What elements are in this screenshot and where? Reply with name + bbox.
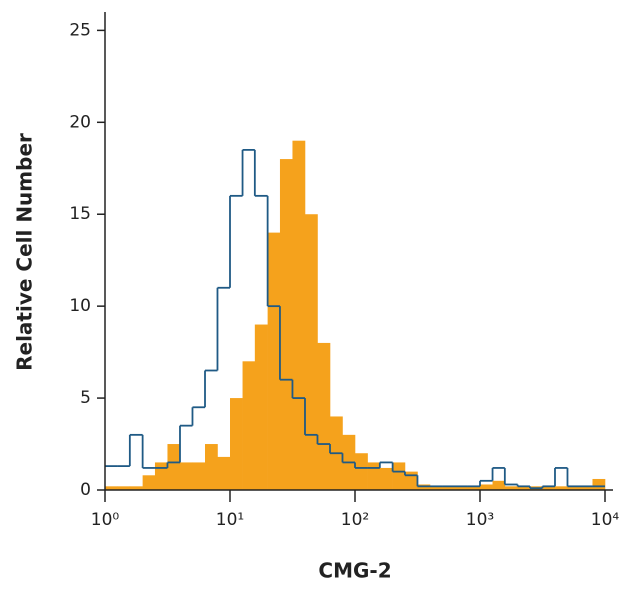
histogram-bar (554, 486, 568, 490)
histogram-bar (429, 486, 443, 490)
histogram-bar (279, 159, 293, 491)
histogram-bar (142, 475, 156, 490)
histogram-bar (167, 444, 181, 490)
y-tick-label: 0 (80, 480, 91, 500)
histogram-bar (179, 462, 193, 490)
x-axis-title: CMG-2 (318, 559, 391, 583)
histogram-bar (367, 462, 381, 490)
histogram-bar (504, 486, 518, 490)
histogram-bar (292, 140, 306, 490)
histogram-bar (254, 324, 268, 490)
histogram-bar (230, 398, 243, 490)
histogram-bar (217, 456, 231, 490)
histogram-bar (442, 486, 456, 490)
histogram-bar (304, 214, 318, 490)
histogram-bar (317, 342, 331, 490)
histogram-bar (267, 232, 281, 490)
histogram-bar (480, 484, 493, 490)
x-tick-label: 10³ (466, 510, 494, 530)
histogram-bar (129, 486, 143, 490)
histogram-bar (492, 480, 506, 490)
x-tick-label: 10¹ (216, 510, 244, 530)
histogram-bar (580, 486, 593, 490)
histogram-bar (542, 486, 556, 490)
histogram-bar (517, 486, 531, 490)
y-tick-label: 25 (69, 20, 91, 40)
histogram-bar (205, 444, 218, 490)
histogram-bar (592, 478, 606, 490)
histogram-bar (455, 486, 468, 490)
histogram-bar (417, 484, 431, 490)
x-tick-label: 10⁰ (91, 510, 120, 530)
histogram-bar (154, 462, 168, 490)
histogram-bar (379, 467, 393, 490)
y-tick-label: 10 (69, 296, 91, 316)
y-tick-label: 20 (69, 112, 91, 132)
y-tick-label: 5 (80, 388, 91, 408)
histogram-bar (467, 486, 481, 490)
histogram-bar (105, 486, 118, 490)
histogram-bar (117, 486, 131, 490)
histogram-bar (355, 453, 368, 490)
histogram-bar (192, 462, 206, 490)
y-tick-label: 15 (69, 204, 91, 224)
x-tick-label: 10⁴ (591, 510, 620, 530)
histogram-bar (567, 486, 581, 490)
histogram-bar (404, 471, 418, 490)
histogram-bar (242, 361, 256, 490)
y-axis-title: Relative Cell Number (13, 133, 37, 371)
x-tick-label: 10² (341, 510, 369, 530)
histogram-bar (392, 462, 406, 490)
